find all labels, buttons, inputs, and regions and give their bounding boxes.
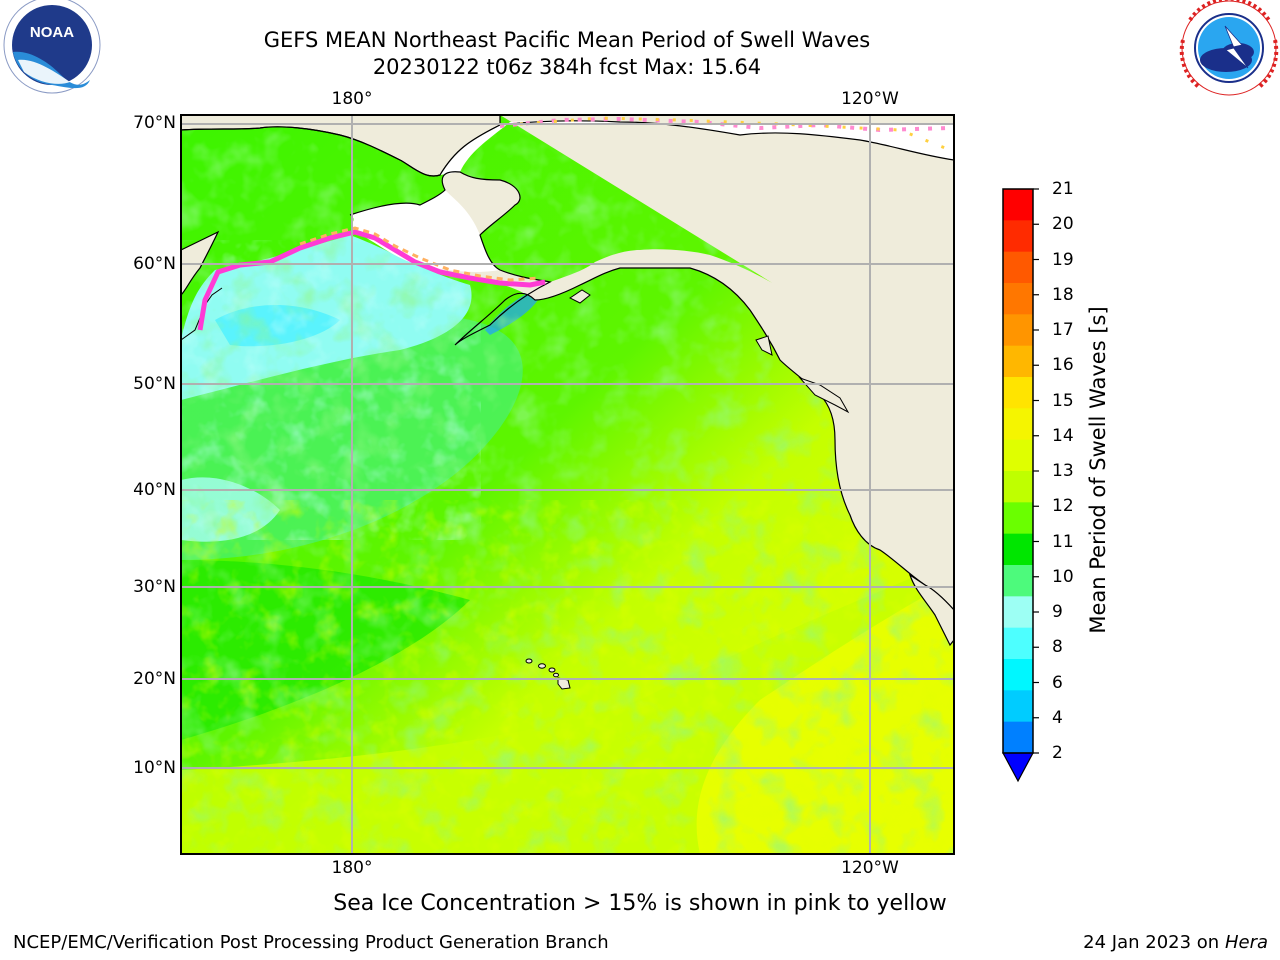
colorbar-tick-label: 17 [1052,320,1074,340]
colorbar-swatch [1003,314,1033,347]
colorbar-swatch [1003,377,1033,409]
colorbar-swatch [1003,596,1033,629]
kodiak-island [569,289,591,304]
colorbar-swatch [1003,439,1033,472]
colorbar-tick-label: 15 [1052,390,1074,411]
chart-subtitle: 20230122 t06z 384h fcst Max: 15.64 [372,55,762,79]
sea-ice-edge-pink [197,229,546,331]
colorbar-tick-label: 14 [1052,425,1074,446]
colorbar-tick-label: 2 [1052,743,1063,763]
map-frame [180,114,955,855]
colorbar-tick-label: 19 [1052,249,1074,270]
colorbar-tick-label: 16 [1052,355,1074,376]
colorbar-swatch [1003,659,1033,691]
colorbar-tick-label: 6 [1052,672,1063,693]
map-gridlines [181,115,954,854]
footer-branch: NCEP/EMC/Verification Post Processing Pr… [13,932,609,953]
chart-title: GEFS MEAN Northeast Pacific Mean Period … [263,28,871,52]
colorbar-tick-label: 11 [1052,531,1074,552]
noaa-logo: NOAA [3,0,101,94]
colorbar-swatch [1003,345,1033,378]
nws-logo [1179,0,1279,96]
lat-label-40n: 40°N [133,480,176,500]
colorbar [1003,188,1039,754]
colorbar-swatch [1003,533,1033,566]
noaa-logo-text: NOAA [30,24,74,41]
footer-date: 24 Jan 2023 on Hera [1083,932,1268,954]
lat-label-10n: 10°N [133,758,176,778]
footer-machine: Hera [1224,932,1268,953]
lat-label-50n: 50°N [133,374,176,394]
arctic-coastline [181,120,954,177]
lon-label-top-180: 180° [331,89,373,109]
colorbar-tick-label: 18 [1052,284,1074,305]
lat-label-20n: 20°N [133,669,176,689]
lat-label-30n: 30°N [133,577,176,597]
colorbar-swatch [1003,408,1033,441]
land-north-america [350,115,954,610]
footer-date-text: 24 Jan 2023 on [1083,932,1220,953]
lat-label-60n: 60°N [133,254,176,274]
colorbar-extend-arrow [1001,752,1035,783]
colorbar-tick-label: 21 [1052,179,1074,199]
colorbar-tick-label: 8 [1052,637,1063,658]
colorbar-frame [1002,188,1034,754]
lon-label-bottom-180: 180° [331,858,373,878]
colorbar-swatch [1003,189,1033,221]
colorbar-swatch [1003,220,1033,253]
bering-white-zone [350,190,500,273]
colorbar-swatch [1003,502,1033,535]
ice-free-zone [440,120,954,175]
colorbar-swatch [1003,721,1033,754]
colorbar-tick-label: 13 [1052,461,1074,481]
colorbar-tick-label: 9 [1052,602,1063,622]
baja-california [908,573,954,647]
colorbar-tick-label: 12 [1052,496,1074,517]
colorbar-swatch [1003,565,1033,597]
map-area [181,115,954,854]
colorbar-tick-label: 10 [1052,566,1074,587]
lon-label-bottom-120w: 120°W [841,858,899,878]
haida-gwaii [755,335,773,356]
lon-label-top-120w: 120°W [841,89,899,109]
colorbar-swatch [1003,251,1033,284]
ocean-texture-cyan [181,240,481,540]
colorbar-swatch [1003,471,1033,503]
colorbar-swatch [1003,627,1033,660]
pacific-coastline [349,171,954,611]
ocean-texture-yellow [181,500,954,854]
sea-ice-edge-orange [299,226,541,282]
colorbar-tick-label: 4 [1052,707,1063,728]
colorbar-swatch [1003,283,1033,315]
lat-label-70n: 70°N [133,113,176,133]
colorbar-swatch [1003,690,1033,723]
sea-ice-note: Sea Ice Concentration > 15% is shown in … [333,891,947,916]
colorbar-tick-label: 20 [1052,214,1074,235]
